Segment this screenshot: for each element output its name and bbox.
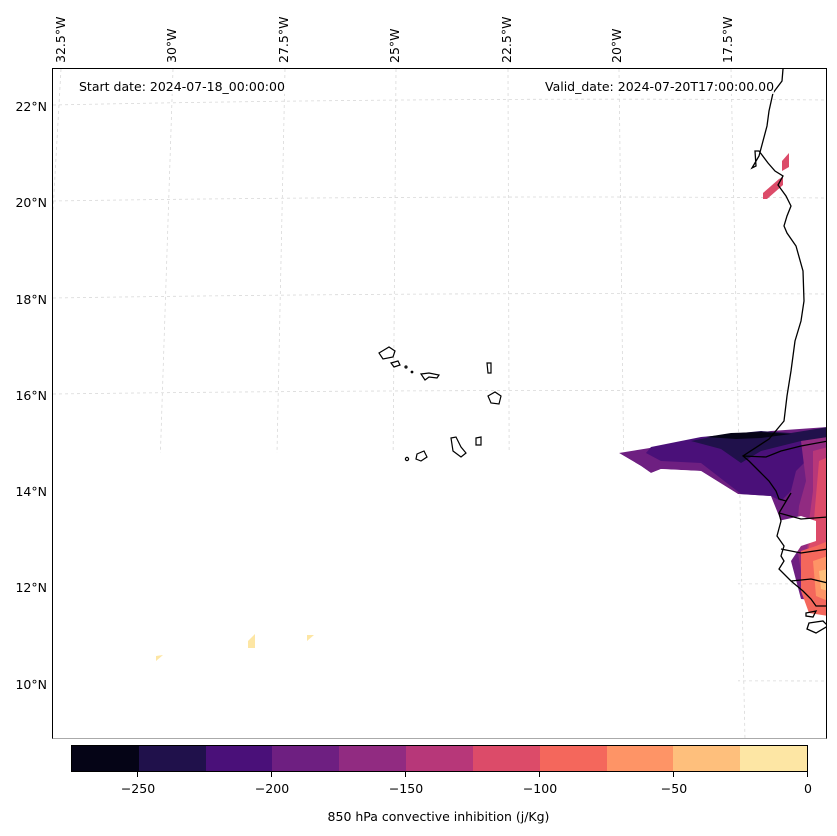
lat-label-14n: 14°N <box>15 484 47 499</box>
cin-level-neg275 <box>706 432 791 439</box>
map-area[interactable]: Start date: 2024-07-18_00:00:00 Valid_da… <box>52 68 827 739</box>
island-boa-vista <box>487 391 502 405</box>
island-brava <box>404 456 410 462</box>
colorbar-segment-1 <box>72 746 139 771</box>
lat-label-22n: 22°N <box>15 99 47 114</box>
lon-label-20w: 20°W <box>609 28 624 63</box>
colorbar-segment-7 <box>472 746 540 771</box>
colorbar-tick-label: −100 <box>522 781 558 796</box>
colorbar-segment-6 <box>406 746 473 771</box>
gridline-lat-16 <box>53 390 826 395</box>
lon-label-17-5w: 17.5°W <box>720 16 735 63</box>
colorbar-segment-11 <box>740 746 807 771</box>
colorbar-tick-label: −250 <box>120 781 156 796</box>
island-razo <box>410 370 414 374</box>
map-canvas <box>53 69 826 738</box>
colorbar-tick <box>137 772 138 777</box>
cin-contours <box>53 153 826 738</box>
colorbar-segment-5 <box>339 746 407 771</box>
valid-date-label: Valid_date: 2024-07-20T17:00:00.00 <box>545 79 775 94</box>
colorbar-segment-3 <box>205 746 273 771</box>
colorbar-segment-10 <box>673 746 741 771</box>
gridline-lat-18 <box>53 293 826 299</box>
colorbar-tick-label: −50 <box>660 781 688 796</box>
island-sao-vicente <box>389 360 401 368</box>
lon-label-30w: 30°W <box>164 28 179 63</box>
island-fogo <box>415 450 428 462</box>
lat-label-10n: 10°N <box>15 677 47 692</box>
gridline-lat-20 <box>53 196 826 202</box>
colorbar-segment-4 <box>272 746 340 771</box>
lat-label-18n: 18°N <box>15 292 47 307</box>
cin-gap-2 <box>53 453 738 738</box>
border-mauritania-senegal <box>742 440 826 458</box>
colorbar-tick <box>271 772 272 777</box>
island-maio <box>475 436 482 446</box>
cin-patch-north-2 <box>782 153 789 171</box>
colorbar-tick-label: 0 <box>804 781 812 796</box>
lat-label-12n: 12°N <box>15 580 47 595</box>
lon-label-32-5w: 32.5°W <box>53 16 68 63</box>
gridline-lat-22 <box>53 98 826 106</box>
colorbar-tick <box>405 772 406 777</box>
island-santiago <box>450 436 467 458</box>
island-sal <box>486 362 492 374</box>
border-guinea-bissau <box>790 578 826 584</box>
colorbar-label: 850 hPa convective inhibition (j/Kg) <box>327 809 550 824</box>
start-date-label: Start date: 2024-07-18_00:00:00 <box>79 79 285 94</box>
colorbar-tick <box>673 772 674 777</box>
coastlines <box>741 69 826 634</box>
lat-label-20n: 20°N <box>15 195 47 210</box>
colorbar-segment-9 <box>606 746 674 771</box>
colorbar-segment-8 <box>539 746 607 771</box>
colorbar-tick-label: −200 <box>254 781 290 796</box>
colorbar <box>71 745 808 772</box>
cin-patch-sw-2 <box>248 634 255 648</box>
border-gambia-south <box>780 548 826 554</box>
border-senegal-gambia-north <box>778 512 826 520</box>
gridline-lon-32-5 <box>53 69 62 212</box>
gridline-lon-17-5 <box>730 69 746 738</box>
lon-label-22-5w: 22.5°W <box>499 16 514 63</box>
lon-label-27-5w: 27.5°W <box>276 16 291 63</box>
cin-patch-north-1 <box>763 177 783 199</box>
cin-patch-sw-1 <box>156 655 163 661</box>
colorbar-tick <box>539 772 540 777</box>
cin-patch-sw-3 <box>307 635 314 641</box>
island-santo-antao <box>378 346 396 360</box>
africa-coastline <box>741 69 826 607</box>
colorbar-segment-2 <box>138 746 206 771</box>
cin-level-neg50 <box>819 569 826 591</box>
lon-label-25w: 25°W <box>387 28 402 63</box>
colorbar-tick-label: −150 <box>388 781 424 796</box>
bijagos-islands <box>805 610 826 634</box>
colorbar-tick <box>807 772 808 777</box>
cape-verde-islands <box>378 346 502 462</box>
lat-label-16n: 16°N <box>15 388 47 403</box>
island-sao-nicolau <box>419 372 440 381</box>
island-santa-luzia <box>404 365 408 369</box>
cin-level-neg225 <box>646 429 826 501</box>
